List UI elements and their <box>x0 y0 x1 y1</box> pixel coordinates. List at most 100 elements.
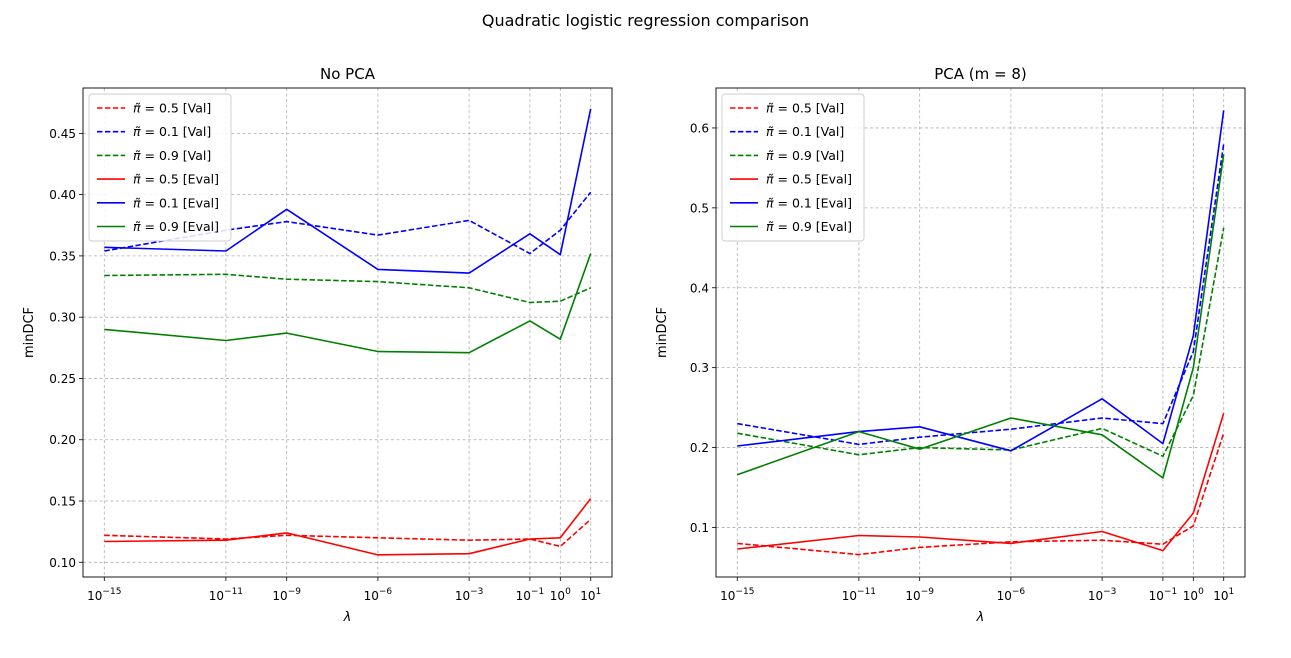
series-line-pi-05-eval <box>737 412 1225 552</box>
y-axis-label: minDCF <box>22 307 37 358</box>
x-tick-label-exponent: −11 <box>224 587 243 597</box>
x-tick-label-exponent: −9 <box>921 587 935 597</box>
legend-label-text: = 0.9 [Val] <box>774 148 845 163</box>
x-axis-label: λ <box>976 610 985 625</box>
legend-label-text: = 0.5 [Val] <box>141 101 212 116</box>
series-line-pi-01-eval <box>104 108 592 274</box>
legend-label-text: = 0.9 [Eval] <box>141 219 219 234</box>
x-tick-label-base: 10 <box>1183 589 1198 603</box>
x-tick-label-exponent: −3 <box>470 587 483 597</box>
x-tick-label-exponent: −3 <box>1103 587 1116 597</box>
x-tick-label-exponent: −1 <box>531 587 544 597</box>
legend-label: π̃ = 0.9 [Eval] <box>133 219 219 234</box>
x-tick-label-exponent: 1 <box>1228 587 1234 597</box>
legend-pi-symbol: π̃ <box>133 101 141 116</box>
x-tick-label-base: 10 <box>550 589 565 603</box>
legend-label-text: = 0.5 [Eval] <box>141 172 219 187</box>
x-tick-label: 101 <box>1213 587 1234 603</box>
x-tick-label-base: 10 <box>997 589 1012 603</box>
legend-label: π̃ = 0.5 [Val] <box>133 101 211 116</box>
x-tick-label: 10−3 <box>455 587 484 603</box>
legend: π̃ = 0.5 [Val]π̃ = 0.1 [Val]π̃ = 0.9 [Va… <box>88 93 232 242</box>
legend-label-text: = 0.1 [Eval] <box>774 195 852 210</box>
y-axis-label: minDCF <box>655 307 670 358</box>
x-tick-label-base: 10 <box>455 589 470 603</box>
legend-label-text: = 0.9 [Val] <box>141 148 212 163</box>
series-line-pi-09-eval <box>104 253 592 354</box>
series-line-pi-01-val <box>104 191 592 255</box>
x-tick-label: 10−1 <box>516 587 545 603</box>
axes-frame <box>715 87 1246 578</box>
subplot-pca-m8: PCA (m = 8)10−15 10−11 10−9 10−6 10−3 10−1 100… <box>655 65 1246 625</box>
x-tick-label: 100 <box>1183 587 1204 603</box>
x-tick-label-base: 10 <box>905 589 920 603</box>
x-tick-label-exponent: −15 <box>735 587 754 597</box>
x-tick-label: 10−9 <box>905 587 934 603</box>
x-tick-label: 10−6 <box>997 587 1026 603</box>
x-tick-label-exponent: 0 <box>565 587 571 597</box>
x-tick-label-exponent: −1 <box>1164 587 1177 597</box>
y-tick-label: 0.40 <box>49 188 76 202</box>
legend-pi-symbol: π̃ <box>133 172 141 187</box>
y-tick-label: 0.20 <box>49 433 76 447</box>
x-tick-label-base: 10 <box>580 589 595 603</box>
legend-label-text: = 0.1 [Val] <box>774 124 845 139</box>
legend-label: π̃ = 0.1 [Eval] <box>766 195 852 210</box>
legend-label-text: = 0.1 [Eval] <box>141 195 219 210</box>
x-tick-label-base: 10 <box>842 589 857 603</box>
legend-label-text: = 0.5 [Eval] <box>774 172 852 187</box>
series-line-pi-09-val <box>737 227 1225 458</box>
legend-label: π̃ = 0.9 [Eval] <box>766 219 852 234</box>
x-tick-label-base: 10 <box>720 589 735 603</box>
y-tick-label: 0.4 <box>690 281 709 295</box>
series-line-pi-01-eval <box>737 110 1225 452</box>
x-tick-label-base: 10 <box>516 589 531 603</box>
y-tick-label: 0.2 <box>690 441 709 455</box>
x-tick-label-base: 10 <box>1213 589 1228 603</box>
y-tick-label: 0.45 <box>49 127 76 141</box>
subplot-title: PCA (m = 8) <box>934 65 1027 83</box>
legend-pi-symbol: π̃ <box>766 195 774 210</box>
y-tick-label: 0.6 <box>690 121 709 135</box>
legend-label: π̃ = 0.5 [Val] <box>766 101 844 116</box>
legend-label: π̃ = 0.1 [Eval] <box>133 195 219 210</box>
legend-label: π̃ = 0.1 [Val] <box>766 124 844 139</box>
x-tick-label: 10−15 <box>87 587 121 603</box>
legend-pi-symbol: π̃ <box>766 148 774 163</box>
y-tick-label: 0.3 <box>690 361 709 375</box>
x-tick-label-base: 10 <box>1149 589 1164 603</box>
x-tick-label: 10−6 <box>364 587 393 603</box>
legend-label: π̃ = 0.5 [Eval] <box>133 172 219 187</box>
legend-label: π̃ = 0.5 [Eval] <box>766 172 852 187</box>
series-line-pi-09-eval <box>737 154 1225 479</box>
series-line-pi-05-eval <box>104 498 592 556</box>
x-tick-label: 10−1 <box>1149 587 1178 603</box>
x-tick-label: 10−15 <box>720 587 754 603</box>
x-tick-label-base: 10 <box>1088 589 1103 603</box>
series-line-pi-09-val <box>104 273 592 304</box>
legend-label-text: = 0.9 [Eval] <box>774 219 852 234</box>
x-tick-label: 10−3 <box>1088 587 1117 603</box>
x-tick-label-exponent: 1 <box>595 587 601 597</box>
legend-box <box>721 93 865 242</box>
figure-suptitle: Quadratic logistic regression comparison <box>482 11 809 30</box>
y-tick-label: 0.1 <box>690 521 709 535</box>
legend-box <box>88 93 232 242</box>
y-tick-label: 0.15 <box>49 495 76 509</box>
x-tick-label-base: 10 <box>87 589 102 603</box>
y-tick-label: 0.30 <box>49 311 76 325</box>
x-tick-label-exponent: −11 <box>857 587 876 597</box>
x-tick-label: 10−9 <box>272 587 301 603</box>
legend-label: π̃ = 0.9 [Val] <box>766 148 844 163</box>
legend-pi-symbol: π̃ <box>133 195 141 210</box>
x-tick-label: 100 <box>550 587 571 603</box>
x-tick-label-exponent: −6 <box>1012 587 1026 597</box>
x-axis-label: λ <box>343 610 352 625</box>
x-tick-label-exponent: −9 <box>288 587 302 597</box>
y-tick-label: 0.35 <box>49 249 76 263</box>
legend-pi-symbol: π̃ <box>133 124 141 139</box>
x-tick-label: 10−11 <box>842 587 876 603</box>
legend-pi-symbol: π̃ <box>133 219 141 234</box>
legend-label-text: = 0.1 [Val] <box>141 124 212 139</box>
